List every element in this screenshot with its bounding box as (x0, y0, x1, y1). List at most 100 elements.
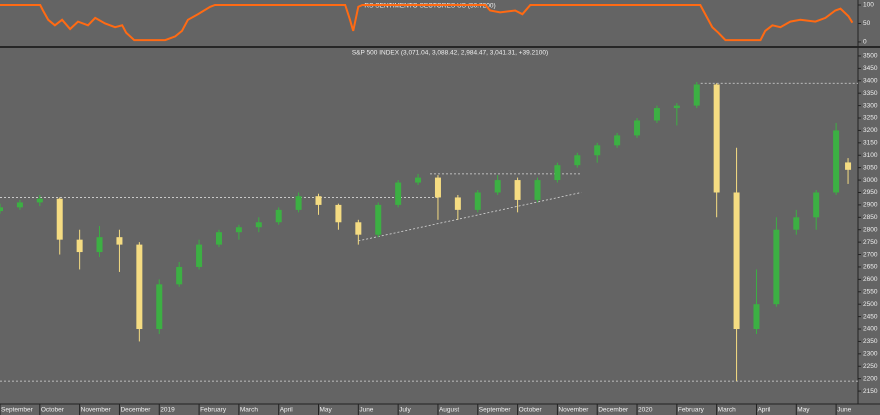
y-tick-label: 3200 (863, 127, 878, 134)
candle-body (773, 229, 780, 305)
candle-body (215, 232, 222, 245)
candle-body (176, 266, 183, 285)
y-tick-label: 3050 (863, 164, 878, 171)
y-tick-label: 2600 (863, 276, 878, 283)
candle-body (574, 155, 581, 166)
y-tick-label: 2500 (863, 301, 878, 308)
x-tick-label: August (439, 407, 459, 414)
chart-title: S&P 500 INDEX (3,071.04, 3,088.42, 2,984… (352, 50, 548, 57)
x-tick-label: July (399, 407, 411, 414)
candle-body (534, 180, 541, 200)
y-tick-label: 2850 (863, 214, 878, 221)
y-tick-label: 2250 (863, 363, 878, 370)
candle-body (36, 198, 43, 203)
y-tick-label: 2800 (863, 226, 878, 233)
y-tick-label: 3100 (863, 152, 878, 159)
y-tick-label: 3500 (863, 53, 878, 60)
y-tick-label: 2150 (863, 388, 878, 395)
candle-body (614, 135, 621, 146)
candle-body (355, 222, 362, 235)
y-tick-label: 2700 (863, 251, 878, 258)
x-tick-label: June (837, 407, 851, 414)
y-tick-label: 2900 (863, 202, 878, 209)
x-tick-label: April (757, 407, 771, 414)
x-tick-label: May (797, 407, 810, 414)
y-tick-label: 2450 (863, 313, 878, 320)
y-tick-label: 100 (863, 2, 874, 9)
candle-body (116, 237, 123, 245)
x-tick-label: 2019 (160, 407, 175, 414)
candle-body (136, 244, 143, 330)
y-tick-label: 3300 (863, 102, 878, 109)
candle-body (673, 105, 680, 109)
indicator-title: RS SENTIMENTO SECTORES US (50.7200) (364, 3, 495, 10)
candle-body (793, 217, 800, 230)
candle-body (415, 177, 422, 183)
candle-body (813, 192, 820, 218)
x-tick-label: October (41, 407, 65, 414)
x-tick-label: November (558, 407, 589, 414)
x-tick-label: February (200, 407, 227, 414)
candle-body (434, 177, 441, 198)
y-tick-label: 2400 (863, 326, 878, 333)
candle-body (494, 180, 501, 193)
y-tick-label: 2200 (863, 375, 878, 382)
candle-body (634, 120, 641, 136)
y-tick-label: 0 (863, 39, 867, 46)
candle-body (255, 222, 262, 228)
candle-body (295, 196, 302, 210)
y-tick-label: 2300 (863, 351, 878, 358)
y-tick-label: 3150 (863, 140, 878, 147)
candle-body (315, 196, 322, 205)
candle-body (833, 130, 840, 193)
y-tick-label: 2750 (863, 239, 878, 246)
x-tick-label: June (359, 407, 373, 414)
candle-body (474, 192, 481, 210)
candle-body (275, 209, 282, 223)
x-tick-label: October (519, 407, 543, 414)
candle-body (0, 207, 3, 212)
x-tick-label: December (598, 407, 629, 414)
y-tick-label: 2950 (863, 189, 878, 196)
candle-body (554, 165, 561, 181)
y-tick-label: 2550 (863, 289, 878, 296)
candle-body (56, 198, 63, 240)
candle-body (845, 162, 852, 170)
candle-body (514, 180, 521, 200)
y-tick-label: 50 (863, 20, 871, 27)
x-tick-label: April (280, 407, 294, 414)
candle-body (713, 84, 720, 193)
candle-body (375, 204, 382, 235)
y-tick-label: 3250 (863, 115, 878, 122)
y-tick-label: 3450 (863, 65, 878, 72)
x-tick-label: March (718, 407, 736, 414)
candle-body (16, 202, 23, 208)
candle-body (753, 304, 760, 330)
y-tick-label: 3400 (863, 77, 878, 84)
y-tick-label: 2650 (863, 264, 878, 271)
x-tick-label: May (320, 407, 333, 414)
candle-body (454, 197, 461, 210)
candle-body (733, 192, 740, 330)
candle-body (96, 237, 103, 253)
indicator-line (0, 4, 854, 42)
x-tick-label: February (678, 407, 705, 414)
candle-body (653, 108, 660, 121)
y-tick-label: 3350 (863, 90, 878, 97)
x-tick-label: November (81, 407, 112, 414)
candle-body (196, 244, 203, 267)
x-tick-label: 2020 (638, 407, 653, 414)
x-tick-label: September (479, 407, 512, 414)
candle-body (395, 182, 402, 205)
candle-body (156, 284, 163, 330)
x-tick-label: March (240, 407, 258, 414)
candle-body (76, 239, 83, 253)
y-tick-label: 3000 (863, 177, 878, 184)
candle-body (693, 84, 700, 106)
candle-body (235, 227, 242, 233)
y-tick-label: 2350 (863, 338, 878, 345)
x-tick-label: December (120, 407, 151, 414)
